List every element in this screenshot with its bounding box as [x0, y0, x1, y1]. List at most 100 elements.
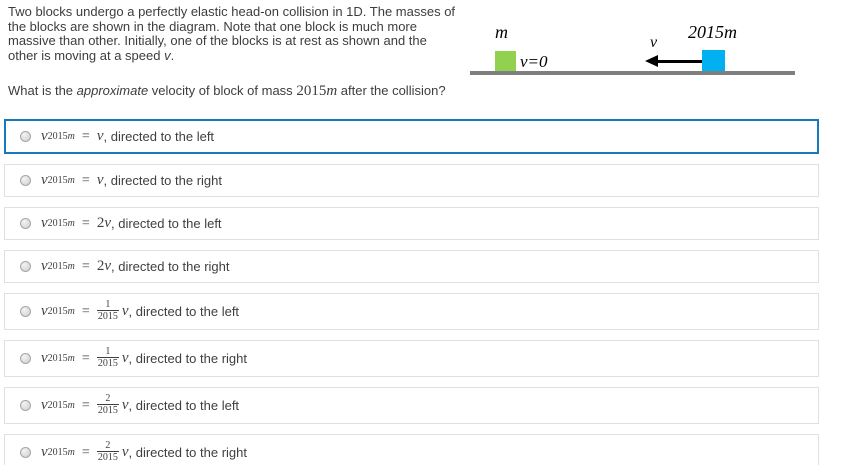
option-equals: =: [81, 397, 90, 413]
option-math-v: v: [41, 258, 48, 274]
option-row-5[interactable]: v 2015m = 1 2015 v, directed to the left: [4, 293, 819, 330]
prompt-pre: What is the: [8, 83, 77, 98]
option-sub-num: 2015: [47, 353, 68, 364]
radio-button[interactable]: [20, 261, 31, 272]
question-block: Two blocks undergo a perfectly elastic h…: [8, 4, 460, 99]
small-block: [495, 51, 516, 71]
option-coef-var: v: [96, 128, 104, 144]
fraction-denominator: 2015: [97, 358, 118, 369]
option-sub-var: m: [67, 175, 75, 186]
velocity-arrow-shaft: [656, 60, 703, 63]
fraction-denominator: 2015: [97, 405, 118, 416]
option-fraction: 2 2015: [96, 393, 119, 416]
prompt-mass-number: 2015: [296, 83, 327, 99]
fraction-numerator: 1: [96, 299, 119, 311]
option-sub-num: 2015: [47, 131, 68, 142]
option-sub-var: m: [67, 218, 75, 229]
radio-button[interactable]: [20, 306, 31, 317]
option-row-8[interactable]: v 2015m = 2 2015 v, directed to the right: [4, 434, 819, 465]
radio-button[interactable]: [20, 175, 31, 186]
radio-button[interactable]: [20, 218, 31, 229]
collision-diagram: m v=0 v 2015m: [460, 0, 853, 112]
question-body-period: .: [170, 47, 175, 63]
option-math-v: v: [41, 303, 48, 319]
option-math-v: v: [41, 397, 48, 413]
option-math-v: v: [41, 128, 48, 144]
prompt-mid: velocity of block of mass: [148, 83, 297, 98]
option-fraction: 1 2015: [96, 299, 119, 322]
prompt-approximate: approximate: [76, 83, 149, 98]
option-coef-num: 2: [96, 215, 105, 231]
option-sub-num: 2015: [47, 447, 68, 458]
option-math-v: v: [41, 350, 48, 366]
option-text: , directed to the right: [128, 445, 247, 460]
option-sub-num: 2015: [47, 261, 68, 272]
option-row-1[interactable]: v 2015m = v, directed to the left: [4, 119, 819, 154]
question-body-text: Two blocks undergo a perfectly elastic h…: [8, 4, 456, 63]
option-sub-var: m: [67, 353, 75, 364]
option-sub-num: 2015: [47, 306, 68, 317]
answer-options: v 2015m = v, directed to the left v 2015m = v,…: [4, 119, 819, 465]
option-sub-num: 2015: [47, 218, 68, 229]
fraction-numerator: 2: [96, 393, 119, 405]
fraction-denominator: 2015: [97, 311, 118, 322]
radio-button[interactable]: [20, 353, 31, 364]
option-sub-num: 2015: [47, 175, 68, 186]
option-text: , directed to the left: [128, 304, 240, 319]
question-body-variable: v: [164, 47, 171, 63]
option-equals: =: [81, 128, 90, 144]
small-block-mass-label: m: [495, 22, 508, 42]
option-equals: =: [81, 172, 90, 188]
big-block: [702, 50, 725, 71]
option-math-v: v: [41, 444, 48, 460]
prompt-post: after the collision?: [337, 83, 446, 98]
question-prompt: What is the approximate velocity of bloc…: [8, 83, 460, 99]
option-coef-var: v: [104, 215, 111, 231]
option-coef-var: v: [96, 172, 104, 188]
velocity-arrow-label: v: [650, 34, 658, 51]
option-sub-var: m: [67, 306, 75, 317]
radio-button[interactable]: [20, 447, 31, 458]
option-coef-var: v: [121, 350, 129, 366]
option-sub-var: m: [67, 131, 75, 142]
option-math-v: v: [41, 172, 48, 188]
option-row-3[interactable]: v 2015m = 2 v, directed to the left: [4, 207, 819, 240]
radio-button[interactable]: [20, 131, 31, 142]
option-row-4[interactable]: v 2015m = 2 v, directed to the right: [4, 250, 819, 283]
option-equals: =: [81, 258, 90, 274]
ground-line: [470, 71, 795, 75]
radio-button[interactable]: [20, 400, 31, 411]
option-coef-var: v: [121, 444, 129, 460]
option-text: , directed to the right: [128, 351, 247, 366]
option-row-7[interactable]: v 2015m = 2 2015 v, directed to the left: [4, 387, 819, 424]
option-sub-num: 2015: [47, 400, 68, 411]
option-equals: =: [81, 444, 90, 460]
fraction-numerator: 1: [96, 346, 119, 358]
fraction-denominator: 2015: [97, 452, 118, 463]
option-equals: =: [81, 215, 90, 231]
option-fraction: 1 2015: [96, 346, 119, 369]
option-row-6[interactable]: v 2015m = 1 2015 v, directed to the right: [4, 340, 819, 377]
option-equals: =: [81, 350, 90, 366]
option-fraction: 2 2015: [96, 440, 119, 463]
option-sub-var: m: [67, 447, 75, 458]
option-coef-var: v: [104, 258, 111, 274]
option-text: , directed to the left: [110, 216, 222, 231]
question-body: Two blocks undergo a perfectly elastic h…: [8, 4, 460, 63]
velocity-arrow-head: [645, 55, 658, 67]
option-coef-num: 2: [96, 258, 105, 274]
option-row-2[interactable]: v 2015m = v, directed to the right: [4, 164, 819, 197]
big-block-mass-label: 2015m: [688, 22, 737, 42]
prompt-mass-variable: m: [326, 83, 338, 99]
small-block-speed-label: v=0: [520, 52, 548, 71]
option-coef-var: v: [121, 397, 129, 413]
option-text: , directed to the left: [103, 129, 215, 144]
option-sub-var: m: [67, 261, 75, 272]
option-equals: =: [81, 303, 90, 319]
option-sub-var: m: [67, 400, 75, 411]
option-text: , directed to the right: [110, 259, 230, 274]
option-math-v: v: [41, 215, 48, 231]
fraction-numerator: 2: [96, 440, 119, 452]
option-text: , directed to the right: [103, 173, 222, 188]
